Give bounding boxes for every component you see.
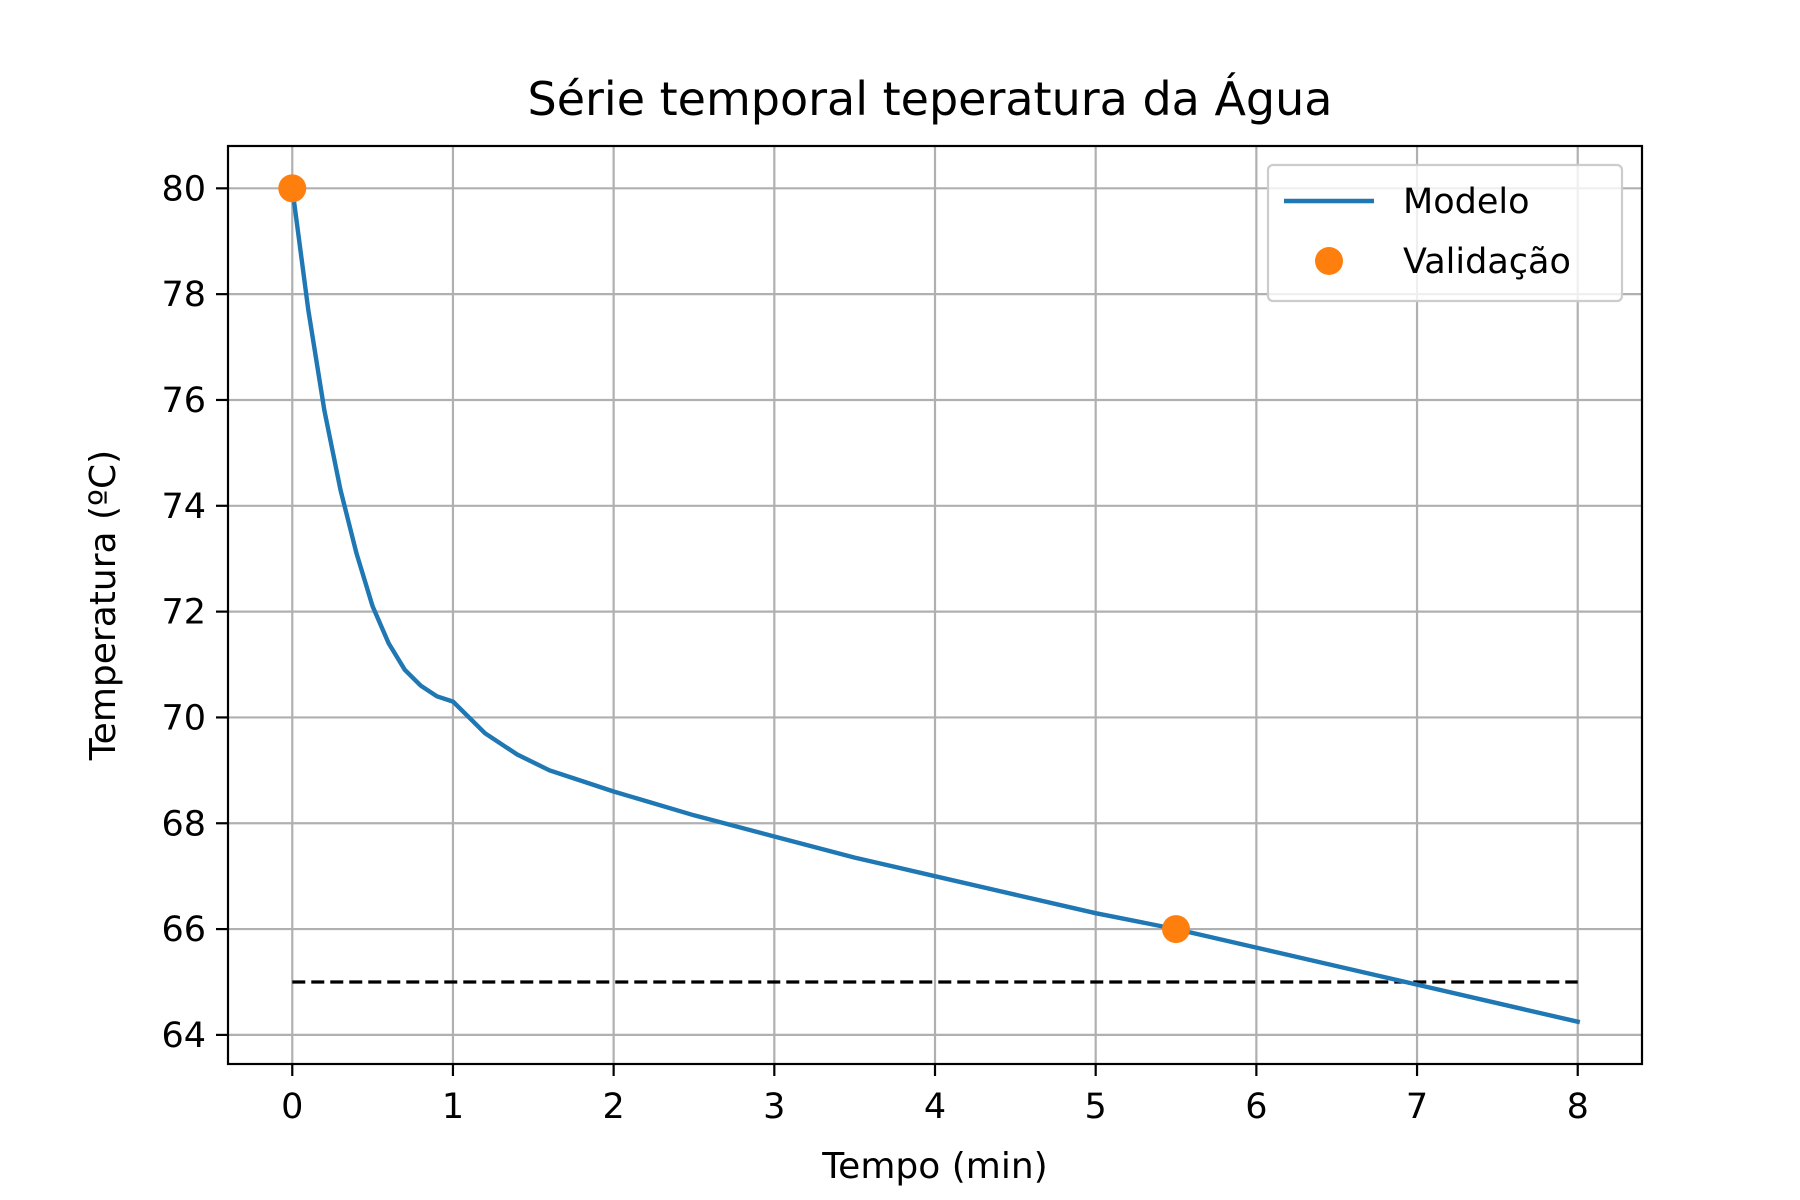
x-tick-label: 2 <box>602 1087 624 1127</box>
legend-dot-icon <box>1315 247 1343 275</box>
x-tick-label: 8 <box>1567 1087 1589 1127</box>
y-tick-label: 72 <box>161 593 206 633</box>
legend-entry-label: Modelo <box>1403 182 1530 222</box>
x-tick-label: 1 <box>442 1087 464 1127</box>
x-tick-label: 4 <box>924 1087 946 1127</box>
grid <box>228 146 1642 1064</box>
y-tick-label: 74 <box>161 487 206 527</box>
y-tick-label: 64 <box>161 1016 206 1056</box>
x-tick-label: 5 <box>1085 1087 1107 1127</box>
x-tick-label: 6 <box>1245 1087 1267 1127</box>
y-tick-label: 78 <box>161 275 206 315</box>
y-tick-label: 68 <box>161 804 206 844</box>
series-layer <box>278 174 1581 1025</box>
legend-entry-label: Validação <box>1403 242 1571 282</box>
validation-point <box>278 174 307 203</box>
x-axis-label: Tempo (min) <box>821 1146 1047 1187</box>
legend: Modelo Validação <box>1266 163 1624 303</box>
x-tick-label: 3 <box>763 1087 785 1127</box>
y-tick-label: 66 <box>161 910 206 950</box>
x-tick-label: 0 <box>281 1087 303 1127</box>
series-line-modelo <box>289 185 1581 1025</box>
chart-title: Série temporal teperatura da Água <box>528 72 1333 126</box>
y-tick-label: 70 <box>161 698 206 738</box>
y-axis-label: Temperatura (ºC) <box>83 450 124 761</box>
validation-point <box>1162 915 1191 944</box>
x-tick-label: 7 <box>1406 1087 1428 1127</box>
y-tick-label: 76 <box>161 381 206 421</box>
y-tick-label: 80 <box>161 169 206 209</box>
